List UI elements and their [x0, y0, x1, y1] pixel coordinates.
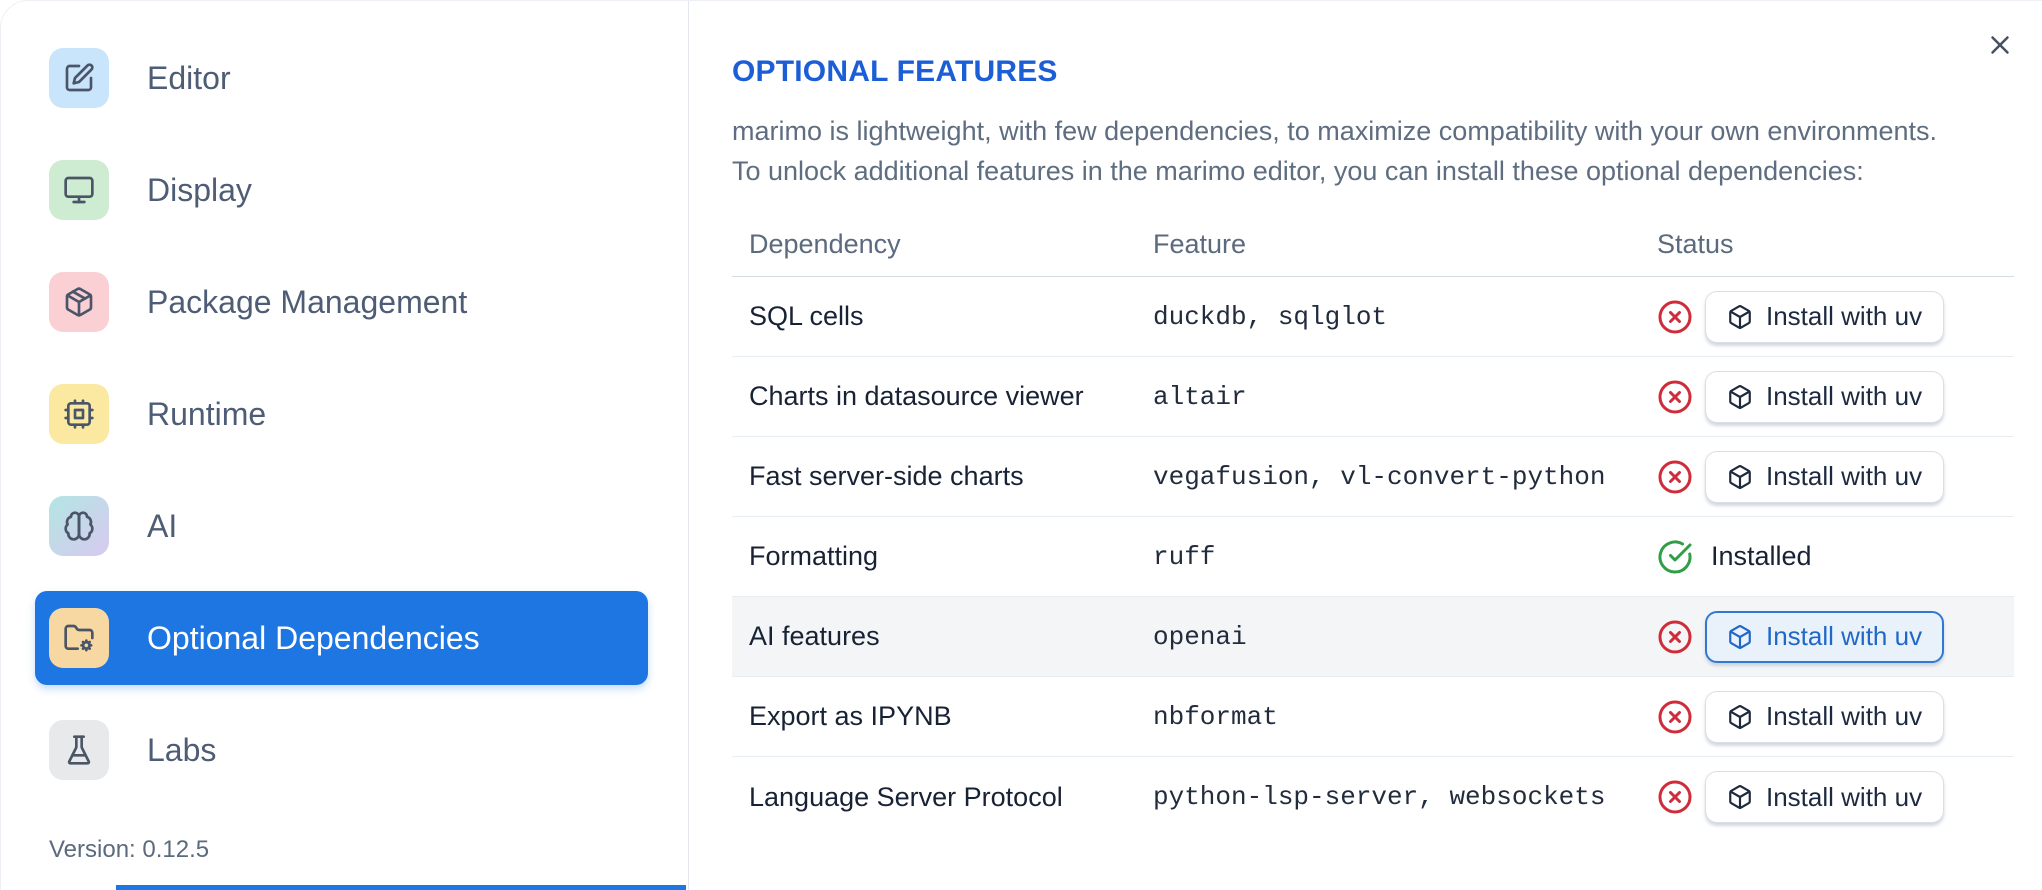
- install-with-uv-button[interactable]: Install with uv: [1705, 771, 1945, 823]
- feature-packages: vegafusion, vl-convert-python: [1153, 461, 1606, 492]
- sidebar-item-label: Display: [147, 171, 252, 208]
- table-row: Formatting ruff Installed: [732, 517, 2014, 597]
- panel-description: marimo is lightweight, with few dependen…: [732, 111, 2014, 191]
- install-button-label: Install with uv: [1766, 701, 1923, 731]
- folder-cog-icon: [49, 608, 109, 668]
- description-line: To unlock additional features in the mar…: [732, 156, 1864, 186]
- dependencies-table: Dependency Feature Status SQL cells duck…: [732, 213, 2014, 837]
- sidebar-item-label: Labs: [147, 731, 217, 768]
- install-with-uv-button[interactable]: Install with uv: [1705, 370, 1945, 423]
- column-header-feature: Feature: [1153, 229, 1247, 259]
- column-header-status: Status: [1657, 229, 1734, 259]
- box-icon: [1729, 704, 1751, 729]
- bottom-accent-strip: [116, 885, 686, 890]
- circle-x-icon: [1657, 379, 1693, 415]
- dependency-name: Fast server-side charts: [749, 461, 1024, 491]
- box-icon: [1729, 624, 1751, 649]
- table-row: AI features openai Install with uv: [732, 597, 2014, 677]
- status-installed-label: Installed: [1711, 541, 1812, 571]
- install-button-label: Install with uv: [1766, 381, 1923, 411]
- table-row: Fast server-side charts vegafusion, vl-c…: [732, 437, 2014, 517]
- feature-packages: duckdb, sqlglot: [1153, 301, 1388, 332]
- sidebar-item-package-management[interactable]: Package Management: [35, 255, 648, 349]
- install-with-uv-button[interactable]: Install with uv: [1705, 610, 1945, 663]
- circle-x-icon: [1657, 299, 1693, 335]
- column-header-dependency: Dependency: [749, 229, 901, 259]
- description-line: marimo is lightweight, with few dependen…: [732, 116, 1938, 146]
- brain-icon: [49, 496, 109, 556]
- circle-x-icon: [1657, 779, 1693, 815]
- install-button-label: Install with uv: [1766, 461, 1923, 491]
- feature-packages: nbformat: [1153, 701, 1278, 732]
- dependency-name: Export as IPYNB: [749, 701, 952, 731]
- monitor-icon: [49, 160, 109, 220]
- table-row: Language Server Protocol python-lsp-serv…: [732, 757, 2014, 837]
- settings-sidebar: Editor Display Package Management Runtim…: [1, 1, 689, 890]
- dependency-name: AI features: [749, 621, 880, 651]
- sidebar-item-label: AI: [147, 507, 178, 544]
- x-icon: [1991, 36, 2009, 54]
- sidebar-item-labs[interactable]: Labs: [35, 703, 648, 797]
- dependency-name: Charts in datasource viewer: [749, 381, 1084, 411]
- sidebar-item-editor[interactable]: Editor: [35, 31, 648, 125]
- circle-x-icon: [1657, 699, 1693, 735]
- install-with-uv-button[interactable]: Install with uv: [1705, 690, 1945, 743]
- sidebar-item-runtime[interactable]: Runtime: [35, 367, 648, 461]
- square-pen-icon: [49, 48, 109, 108]
- box-icon: [1729, 384, 1751, 409]
- sidebar-item-ai[interactable]: AI: [35, 479, 648, 573]
- install-button-label: Install with uv: [1766, 301, 1923, 331]
- sidebar-item-label: Runtime: [147, 395, 267, 432]
- page-title: OPTIONAL FEATURES: [732, 55, 1058, 88]
- sidebar-item-label: Optional Dependencies: [147, 619, 480, 656]
- feature-packages: python-lsp-server, websockets: [1153, 782, 1606, 812]
- circle-x-icon: [1657, 619, 1693, 655]
- feature-packages: ruff: [1153, 541, 1216, 572]
- box-icon: [1729, 785, 1751, 809]
- feature-packages: openai: [1153, 621, 1247, 652]
- dependency-name: SQL cells: [749, 301, 864, 331]
- box-icon: [1729, 304, 1751, 329]
- table-header-row: Dependency Feature Status: [732, 213, 2014, 277]
- table-row: Export as IPYNB nbformat Install with uv: [732, 677, 2014, 757]
- install-with-uv-button[interactable]: Install with uv: [1705, 290, 1945, 343]
- sidebar-item-display[interactable]: Display: [35, 143, 648, 237]
- table-row: Charts in datasource viewer altair Insta…: [732, 357, 2014, 437]
- circle-x-icon: [1657, 459, 1693, 495]
- close-button[interactable]: [1980, 25, 2020, 65]
- sidebar-item-optional-dependencies[interactable]: Optional Dependencies: [35, 591, 648, 685]
- dependency-name: Language Server Protocol: [749, 781, 1063, 812]
- feature-packages: altair: [1153, 381, 1247, 412]
- install-button-label: Install with uv: [1766, 781, 1923, 812]
- dependency-name: Formatting: [749, 541, 879, 571]
- table-row: SQL cells duckdb, sqlglot Install with u…: [732, 277, 2014, 357]
- sidebar-item-label: Package Management: [147, 283, 468, 320]
- version-label: Version: 0.12.5: [49, 836, 210, 863]
- circle-check-icon: [1657, 539, 1693, 575]
- install-button-label: Install with uv: [1766, 621, 1923, 651]
- flask-icon: [49, 720, 109, 780]
- install-with-uv-button[interactable]: Install with uv: [1705, 450, 1945, 503]
- sidebar-item-label: Editor: [147, 59, 231, 96]
- package-icon: [49, 272, 109, 332]
- cpu-icon: [49, 384, 109, 444]
- box-icon: [1729, 464, 1751, 489]
- optional-features-panel: OPTIONAL FEATURES marimo is lightweight,…: [689, 1, 2042, 890]
